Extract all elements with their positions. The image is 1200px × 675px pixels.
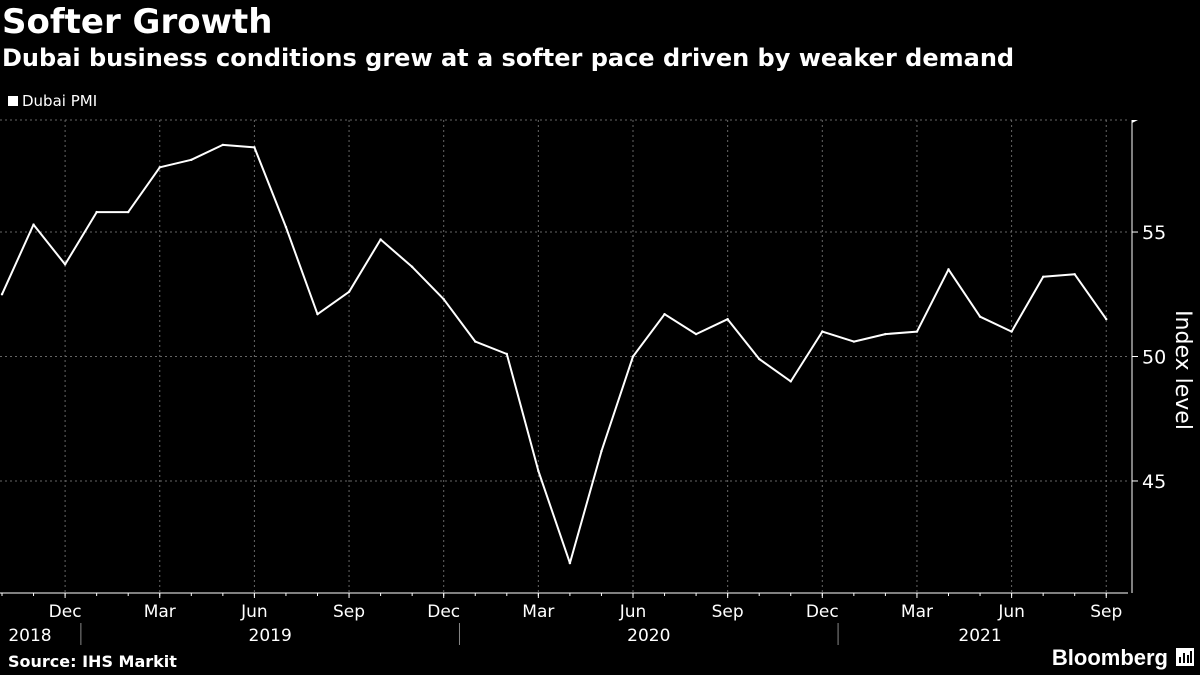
x-tick-label: Sep [1090, 602, 1122, 622]
chart-subtitle: Dubai business conditions grew at a soft… [2, 44, 1015, 72]
legend: Dubai PMI [8, 92, 97, 110]
data-point [568, 561, 572, 565]
y-tick-label: 55 [1142, 222, 1166, 244]
x-tick-label: Dec [806, 602, 839, 622]
data-point [631, 355, 635, 358]
x-year-label: 2018 [8, 626, 51, 646]
data-point [1010, 330, 1013, 333]
axes: Dec Mar Jun Sep Dec Mar Jun Sep Dec Mar Jun Sep 2018… [0, 120, 1166, 646]
legend-swatch [8, 96, 18, 106]
data-point [63, 263, 67, 266]
data-point [1105, 317, 1108, 321]
data-point [253, 146, 256, 149]
data-point [190, 158, 193, 162]
x-tick-label: Dec [49, 602, 82, 622]
series-line-dubai-pmi [1, 143, 1108, 565]
data-point [0, 293, 4, 296]
source-note: Source: IHS Markit [8, 652, 177, 671]
data-point [758, 357, 761, 361]
brand-wordmark: Bloomberg [1051, 645, 1168, 670]
data-point [410, 265, 414, 269]
data-point [158, 166, 161, 169]
x-year-label: 2019 [249, 626, 292, 646]
data-point [821, 330, 824, 333]
data-point [726, 317, 729, 321]
data-point [347, 290, 351, 293]
x-tick-label: Jun [240, 602, 268, 622]
data-point [915, 330, 919, 333]
gridlines [0, 119, 1128, 593]
data-point [978, 315, 982, 318]
x-tick-label: Sep [712, 602, 744, 622]
x-tick-label: Jun [619, 602, 647, 622]
x-year-label: 2021 [958, 626, 1001, 646]
bloomberg-logo-icon [1176, 648, 1194, 666]
data-point [600, 449, 603, 453]
data-point [505, 352, 508, 356]
y-tick-label: 50 [1142, 347, 1166, 369]
series-layer [0, 143, 1108, 565]
y-axis-top-marker [1132, 120, 1138, 123]
data-point [316, 312, 319, 316]
chart-title: Softer Growth [2, 2, 273, 42]
data-point [474, 340, 477, 343]
y-axis-label: Index level [1170, 310, 1195, 430]
x-tick-label: Mar [144, 602, 176, 622]
x-tick-label: Mar [522, 602, 554, 622]
data-point [694, 332, 698, 336]
y-tick-label: 45 [1142, 471, 1166, 493]
data-point [221, 143, 225, 147]
legend-label: Dubai PMI [22, 92, 98, 110]
x-tick-label: Sep [333, 602, 365, 622]
data-point [127, 210, 130, 214]
data-point [95, 210, 98, 214]
x-year-label: 2020 [627, 626, 670, 646]
data-point [1073, 273, 1076, 276]
data-point [537, 469, 540, 473]
data-point [442, 298, 445, 301]
data-point [32, 223, 35, 226]
data-point [1041, 275, 1045, 279]
x-tick-label: Mar [901, 602, 933, 622]
data-point [379, 238, 382, 241]
data-point [284, 225, 288, 229]
x-tick-label: Dec [427, 602, 460, 622]
data-point [852, 340, 856, 343]
x-tick-label: Jun [997, 602, 1025, 622]
data-point [884, 332, 887, 336]
data-point [947, 268, 950, 271]
data-point [789, 380, 792, 383]
data-point [663, 312, 666, 316]
